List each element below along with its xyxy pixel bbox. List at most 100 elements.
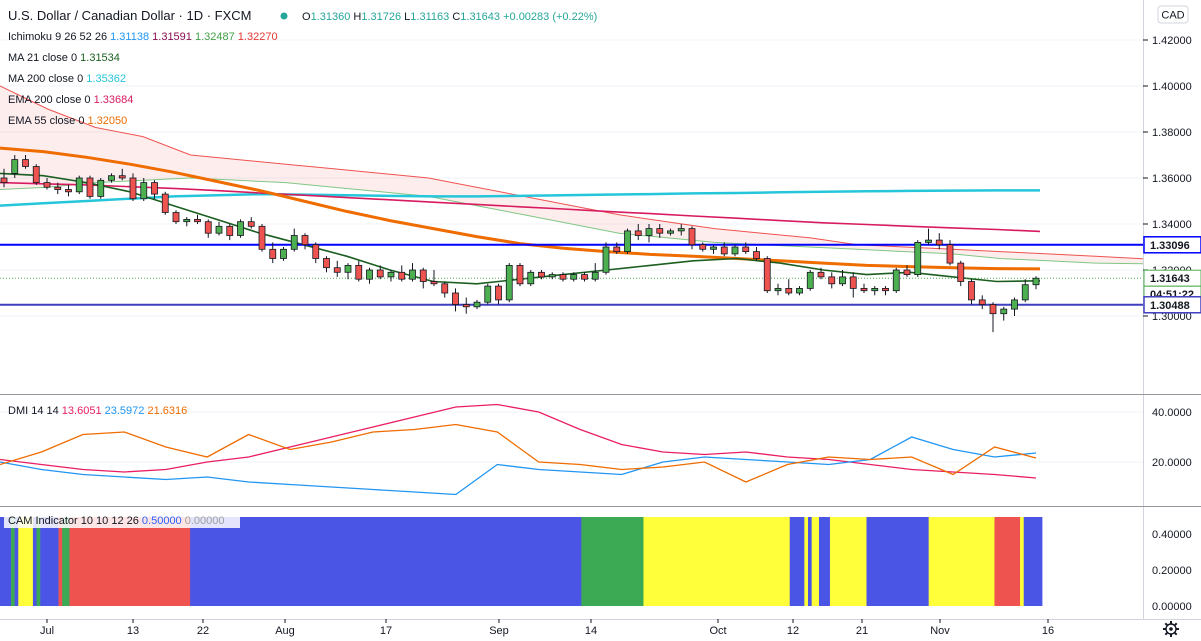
time-tick-label: 14 [585, 625, 597, 637]
time-tick-label: 12 [787, 625, 799, 637]
cam-bar [1031, 517, 1035, 606]
cam-bar [380, 517, 384, 606]
cam-bar [702, 517, 706, 606]
cam-bar [377, 517, 381, 606]
price-axis[interactable]: 1.420001.400001.380001.360001.340001.320… [1143, 35, 1201, 613]
cam-bar [73, 517, 77, 606]
currency-badge[interactable]: CAD [1158, 6, 1188, 23]
candle [431, 270, 437, 286]
candle [926, 229, 932, 245]
cam-bar [391, 517, 395, 606]
cam-bar [548, 517, 552, 606]
cam-bar [611, 517, 615, 606]
time-tick-label: 21 [856, 625, 868, 637]
cam-bar [1024, 517, 1028, 606]
cam-bar [256, 517, 260, 606]
cam-bar [48, 517, 52, 606]
cam-bar [11, 517, 15, 606]
cam-bar [863, 517, 867, 606]
cam-bar [731, 517, 735, 606]
cam-bar [285, 517, 289, 606]
svg-text:CAD: CAD [1161, 10, 1184, 22]
cam-bar [80, 517, 84, 606]
cam-bar [512, 517, 516, 606]
settings-gear-icon[interactable] [1163, 621, 1179, 637]
cam-bar [384, 517, 388, 606]
cam-bar [55, 517, 59, 606]
cam-bar [508, 517, 512, 606]
candle [786, 279, 792, 295]
cam-bar [175, 517, 179, 606]
interval-label: 1D [186, 8, 203, 23]
cam-bar [852, 517, 856, 606]
indicator-legend-row[interactable]: EMA 55 close 0 1.32050 [8, 115, 127, 127]
cam-bar [66, 517, 70, 606]
candle [883, 286, 889, 295]
cam-bar [413, 517, 417, 606]
cam-bar [771, 517, 775, 606]
cam-bar [1005, 517, 1009, 606]
cam-bar [892, 517, 896, 606]
candle [592, 263, 598, 281]
cam-bar [980, 517, 984, 606]
candle [313, 242, 319, 263]
cam-bar [318, 517, 322, 606]
cam-bar [505, 517, 509, 606]
cam-bar [355, 517, 359, 606]
cam-bar [88, 517, 92, 606]
candle [807, 270, 813, 291]
candle [506, 263, 512, 302]
candle [248, 217, 254, 229]
cam-bar [205, 517, 209, 606]
cam-bar [929, 517, 933, 606]
time-axis[interactable]: Jul 13 22 Aug 17 Sep 14 Oct 12 21 Nov 16 [40, 619, 1054, 637]
candle [302, 233, 308, 249]
candle [227, 224, 233, 240]
cam-bar [84, 517, 88, 606]
cam-bar [143, 517, 147, 606]
cam-bar [172, 517, 176, 606]
candle [775, 284, 781, 296]
cam-bar [826, 517, 830, 606]
cam-bar [1002, 517, 1006, 606]
candle [732, 245, 738, 257]
indicator-legend-row[interactable]: EMA 200 close 0 1.33684 [8, 94, 133, 106]
cam-bar [468, 517, 472, 606]
candle [582, 272, 588, 281]
cam-bar [417, 517, 421, 606]
cam-bar [622, 517, 626, 606]
cam-bar [706, 517, 710, 606]
cam-bar [830, 517, 834, 606]
cam-bar [303, 517, 307, 606]
cam-bar [673, 517, 677, 606]
time-tick-label: Aug [275, 625, 295, 637]
svg-text:1.33096: 1.33096 [1150, 240, 1190, 252]
indicator-legend-row[interactable]: MA 200 close 0 1.35362 [8, 73, 126, 85]
candle [334, 261, 340, 277]
cam-legend: CAM Indicator 10 10 12 26 0.50000 0.0000… [8, 515, 225, 527]
cam-bar [592, 517, 596, 606]
cam-bar [921, 517, 925, 606]
cam-bar [395, 517, 399, 606]
cam-bar [640, 517, 644, 606]
candle [184, 217, 190, 226]
indicator-legend-row[interactable]: MA 21 close 0 1.31534 [8, 52, 120, 64]
cam-bar [633, 517, 637, 606]
cam-bar [311, 517, 315, 606]
price-tick-label: 1.36000 [1152, 173, 1192, 185]
cam-bar [943, 517, 947, 606]
cam-bar [541, 517, 545, 606]
cam-bar [720, 517, 724, 606]
cam-bar [951, 517, 955, 606]
cam-bar [325, 517, 329, 606]
cam-bar [724, 517, 728, 606]
candle [711, 245, 717, 254]
cam-bar [994, 517, 998, 606]
cam-bar [102, 517, 106, 606]
time-tick-label: Nov [930, 625, 950, 637]
price-tick-label: 1.34000 [1152, 219, 1192, 231]
cam-bar [344, 517, 348, 606]
indicator-legend-row[interactable]: Ichimoku 9 26 52 26 1.31138 1.31591 1.32… [8, 31, 278, 43]
cam-bar [69, 517, 73, 606]
